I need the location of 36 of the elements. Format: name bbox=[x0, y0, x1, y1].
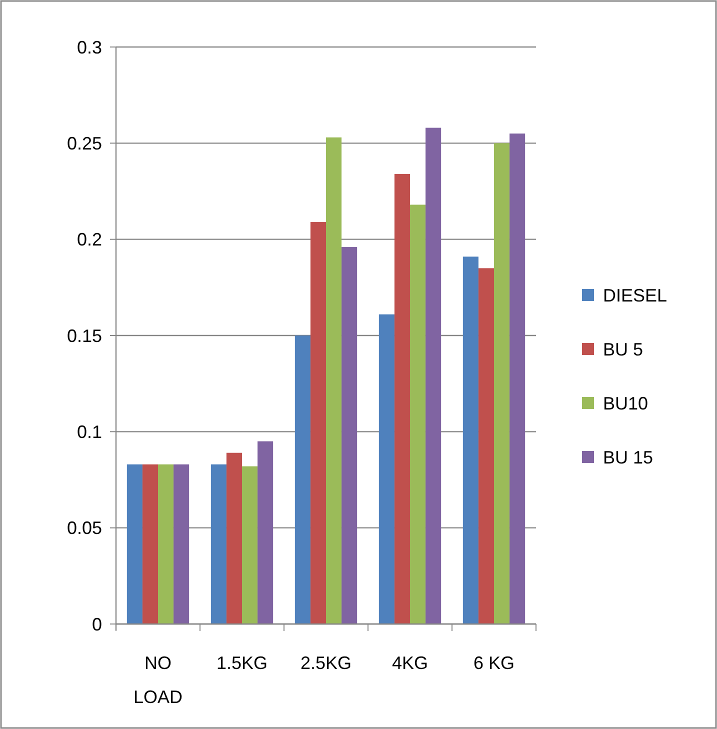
bar bbox=[294, 336, 310, 624]
bar bbox=[226, 452, 242, 624]
x-tick-label: 2.5KG bbox=[300, 653, 352, 673]
legend-label: BU 5 bbox=[603, 339, 644, 360]
bar bbox=[462, 256, 478, 624]
bar bbox=[158, 464, 174, 624]
bar bbox=[174, 464, 190, 624]
bar bbox=[510, 134, 526, 624]
x-tick-label: NO LOAD bbox=[133, 653, 183, 707]
x-tick-label: 4KG bbox=[392, 653, 428, 673]
bar bbox=[310, 222, 326, 624]
bar bbox=[494, 143, 510, 624]
bar bbox=[426, 128, 442, 624]
bar bbox=[258, 441, 274, 624]
bar bbox=[342, 247, 358, 624]
y-tick-label: 0.15 bbox=[66, 326, 102, 346]
legend-label: DIESEL bbox=[603, 285, 668, 306]
bar bbox=[126, 464, 142, 624]
y-tick-label: 0.25 bbox=[66, 133, 102, 154]
y-tick-label: 0.05 bbox=[66, 518, 102, 538]
bar bbox=[410, 204, 426, 624]
y-tick-label: 0.2 bbox=[76, 230, 102, 250]
bar bbox=[142, 464, 158, 624]
bar bbox=[242, 466, 258, 624]
bar bbox=[210, 464, 226, 624]
y-tick-label: 0 bbox=[92, 614, 102, 634]
y-tick-label: 0.3 bbox=[76, 37, 102, 58]
x-tick-label: 6 KG bbox=[473, 653, 515, 673]
x-tick-label: 1.5KG bbox=[216, 653, 268, 673]
y-tick-label: 0.1 bbox=[76, 422, 102, 442]
bar bbox=[326, 137, 342, 624]
bar bbox=[378, 314, 394, 624]
legend-label: BU10 bbox=[603, 393, 648, 414]
legend-label: BU 15 bbox=[603, 447, 654, 468]
bar bbox=[394, 174, 410, 624]
bar bbox=[478, 268, 494, 624]
